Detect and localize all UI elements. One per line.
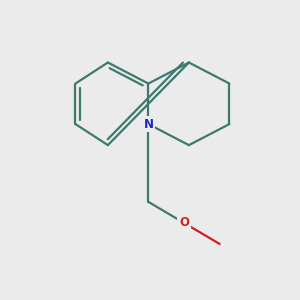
- Text: O: O: [179, 216, 189, 230]
- Text: N: N: [143, 118, 153, 130]
